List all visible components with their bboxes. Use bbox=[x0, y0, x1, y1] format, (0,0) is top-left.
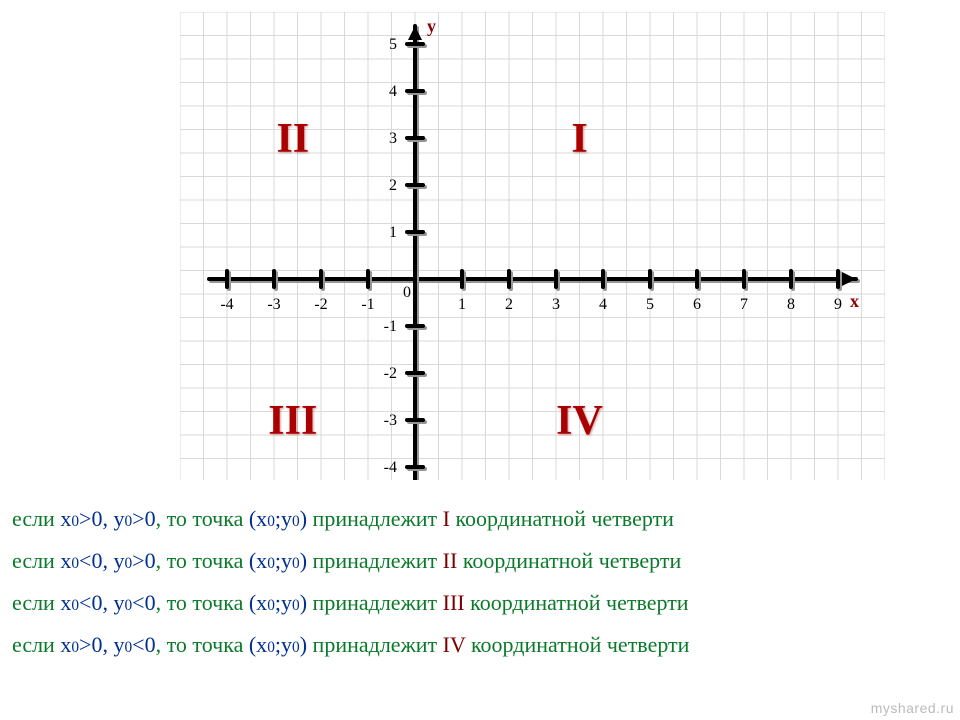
rule-line: если x0>0, y0>0, то точка (x0;y0) принад… bbox=[12, 506, 948, 532]
y-tick-label: -3 bbox=[384, 412, 397, 429]
quadrant-label-I: I bbox=[571, 116, 587, 162]
coordinate-plane: -4-3-2-1123456789-4-3-2-1123450xyIIIIIII… bbox=[180, 12, 885, 480]
y-tick-label: 2 bbox=[389, 177, 397, 194]
rule-line: если x0<0, y0<0, то точка (x0;y0) принад… bbox=[12, 590, 948, 616]
x-tick-label: 6 bbox=[693, 296, 701, 313]
y-tick-label: -2 bbox=[384, 365, 397, 382]
quadrant-label-II: II bbox=[276, 116, 309, 162]
watermark: myshared.ru bbox=[871, 700, 954, 716]
x-tick-label: 4 bbox=[599, 296, 607, 313]
rule-line: если x0>0, y0<0, то точка (x0;y0) принад… bbox=[12, 632, 948, 658]
x-tick-label: 9 bbox=[834, 296, 842, 313]
y-tick-label: 5 bbox=[389, 36, 397, 53]
x-tick-label: 2 bbox=[505, 296, 513, 313]
x-tick-label: -4 bbox=[220, 296, 233, 313]
y-tick-label: -4 bbox=[384, 459, 397, 476]
x-tick-label: 1 bbox=[458, 296, 466, 313]
y-tick-label: -1 bbox=[384, 318, 397, 335]
x-tick-label: 7 bbox=[740, 296, 748, 313]
rule-line: если x0<0, y0>0, то точка (x0;y0) принад… bbox=[12, 548, 948, 574]
y-tick-label: 3 bbox=[389, 130, 397, 147]
x-tick-label: 5 bbox=[646, 296, 654, 313]
y-tick-label: 1 bbox=[389, 224, 397, 241]
quadrant-label-III: III bbox=[268, 398, 317, 444]
quadrant-label-IV: IV bbox=[556, 398, 603, 444]
chart-svg: -4-3-2-1123456789-4-3-2-1123450xyIIIIIII… bbox=[180, 12, 885, 480]
x-tick-label: -1 bbox=[361, 296, 374, 313]
x-tick-label: -3 bbox=[267, 296, 280, 313]
quadrant-rules: если x0>0, y0>0, то точка (x0;y0) принад… bbox=[12, 490, 948, 674]
x-tick-label: -2 bbox=[314, 296, 327, 313]
x-axis-label: x bbox=[850, 291, 859, 311]
y-tick-label: 4 bbox=[389, 83, 397, 100]
x-tick-label: 3 bbox=[552, 296, 560, 313]
origin-label: 0 bbox=[403, 284, 411, 301]
x-tick-label: 8 bbox=[787, 296, 795, 313]
y-axis-label: y bbox=[427, 16, 436, 36]
